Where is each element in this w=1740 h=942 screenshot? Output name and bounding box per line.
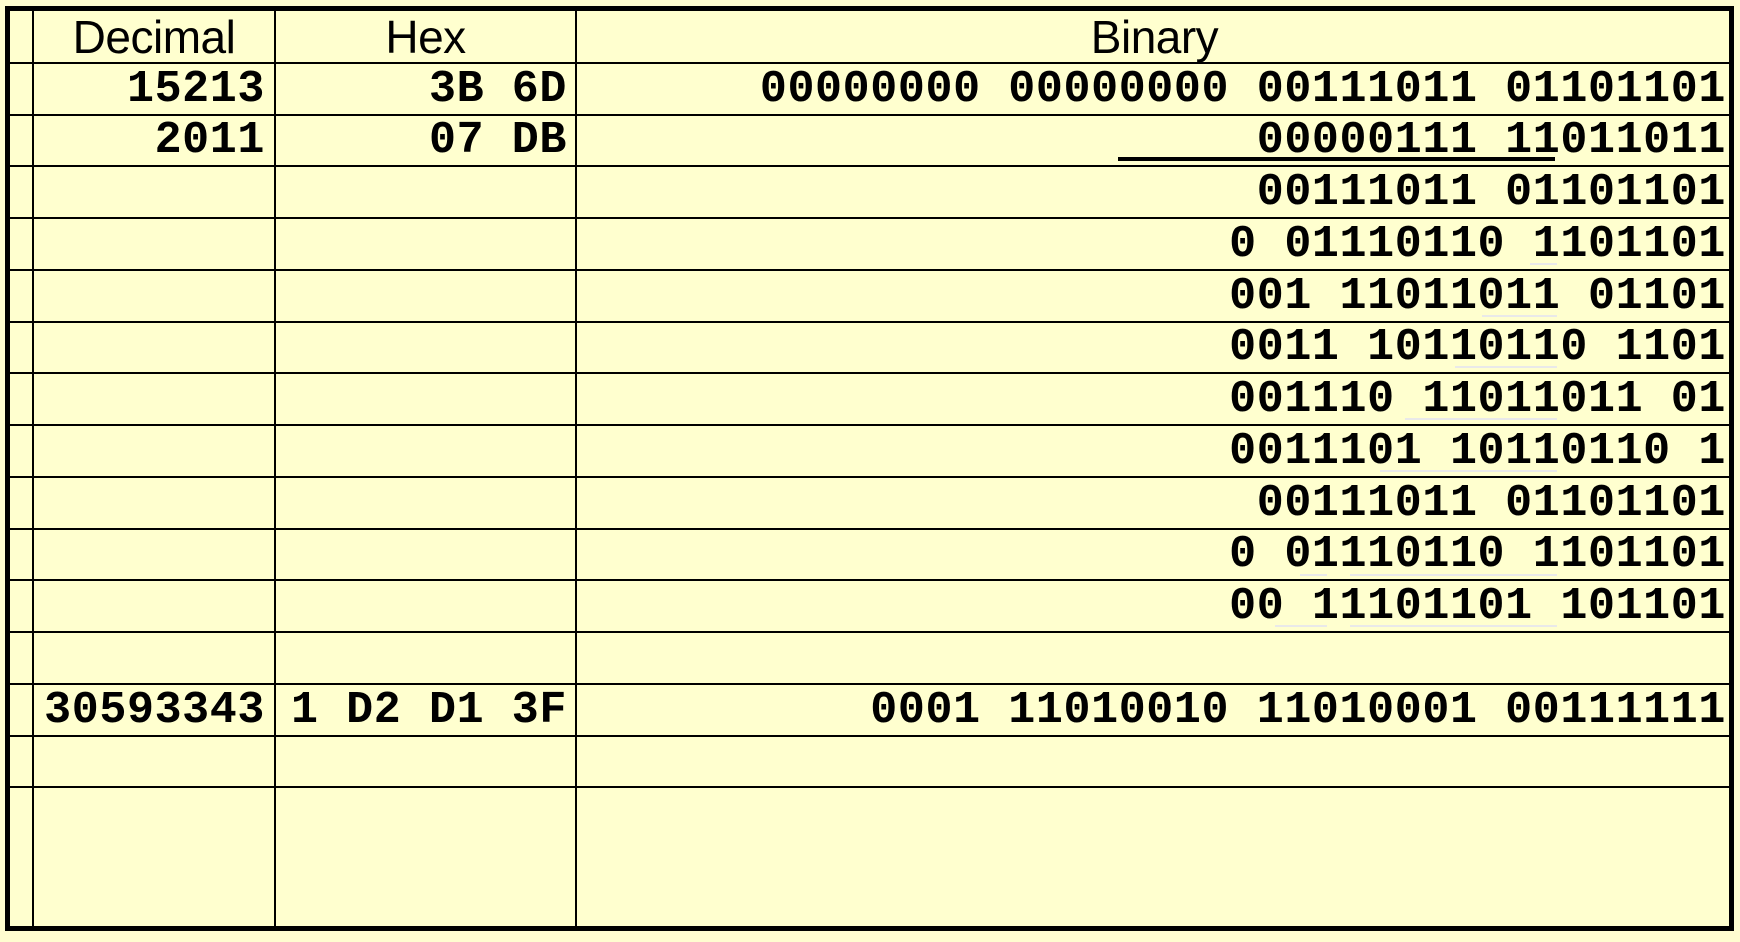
- binary-multiplication-table: Decimal Hex Binary 15213 3B 6D 00000000 …: [5, 6, 1734, 931]
- row-divider: [10, 62, 1729, 64]
- row-divider: [10, 372, 1729, 374]
- binary-header: Binary: [1090, 10, 1219, 63]
- partial-product-7: 00111011 01101101: [1256, 477, 1726, 529]
- row-divider: [10, 165, 1729, 167]
- decimal-2011: 2011: [154, 115, 265, 166]
- shift-guide-line: [1530, 263, 1557, 265]
- row-divider: [10, 735, 1729, 737]
- decimal-15213: 15213: [126, 63, 265, 115]
- partial-product-4: 0011 10110110 1101: [1229, 322, 1726, 373]
- row-divider: [10, 683, 1729, 685]
- shift-guide-line: [1275, 625, 1327, 627]
- hex-07-db: 07 DB: [428, 115, 567, 166]
- hex-3b-6d: 3B 6D: [428, 63, 567, 115]
- table-grid: [10, 11, 1729, 926]
- row-divider: [10, 579, 1729, 581]
- shift-guide-line: [1455, 366, 1557, 368]
- shift-guide-line: [1300, 574, 1327, 576]
- row-divider: [10, 217, 1729, 219]
- row-divider: [10, 631, 1729, 633]
- multiplier-underline: [1118, 157, 1555, 161]
- row-divider: [10, 424, 1729, 426]
- shift-guide-line: [1405, 418, 1557, 420]
- hex-binary-divider: [575, 11, 577, 926]
- partial-product-9: 00 11101101 101101: [1229, 580, 1726, 632]
- hex-product: 1 D2 D1 3F: [290, 684, 567, 736]
- binary-product: 0001 11010010 11010001 00111111: [870, 684, 1726, 736]
- partial-product-8: 0 01110110 1101101: [1229, 529, 1726, 580]
- row-divider: [10, 114, 1729, 116]
- row-divider: [10, 528, 1729, 530]
- binary-15213: 00000000 00000000 00111011 01101101: [759, 63, 1726, 115]
- hex-header: Hex: [385, 10, 466, 63]
- row-divider: [10, 269, 1729, 271]
- partial-product-3: 001 11011011 01101: [1229, 270, 1726, 322]
- partial-product-6: 0011101 10110110 1: [1229, 425, 1726, 477]
- partial-product-2: 0 01110110 1101101: [1229, 218, 1726, 270]
- decimal-header: Decimal: [72, 10, 236, 63]
- partial-product-1: 00111011 01101101: [1256, 166, 1726, 218]
- decimal-hex-divider: [274, 11, 276, 926]
- row-divider: [10, 476, 1729, 478]
- decimal-product: 30593343: [44, 684, 265, 736]
- shift-guide-line: [1482, 315, 1557, 317]
- shift-guide-line: [1350, 574, 1557, 576]
- partial-product-5: 001110 11011011 01: [1229, 373, 1726, 425]
- row-divider: [10, 321, 1729, 323]
- shift-guide-line: [1380, 470, 1557, 472]
- row-divider: [10, 786, 1729, 788]
- shift-guide-line: [1350, 625, 1557, 627]
- left-margin-divider: [32, 11, 34, 926]
